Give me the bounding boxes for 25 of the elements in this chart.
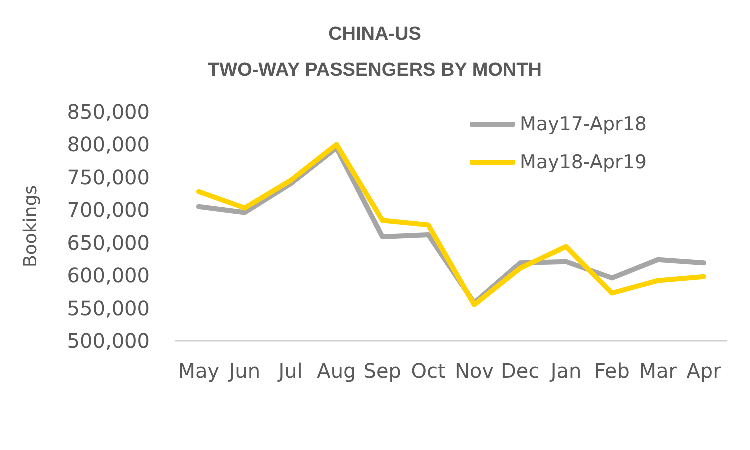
x-tick-label: Aug	[317, 359, 356, 383]
x-tick-label: May	[178, 359, 220, 383]
x-tick-label: Feb	[594, 359, 630, 383]
y-axis-title: Bookings	[20, 185, 42, 268]
y-tick-label: 600,000	[67, 264, 150, 288]
y-tick-label: 750,000	[67, 165, 150, 190]
x-tick-label: Dec	[501, 359, 540, 383]
x-tick-label: Apr	[686, 359, 722, 383]
x-tick-label: Nov	[454, 359, 494, 383]
x-tick-label: Jul	[276, 359, 303, 383]
x-tick-label: Jun	[227, 359, 260, 383]
x-tick-label: Sep	[364, 359, 402, 383]
y-tick-label: 850,000	[67, 100, 150, 124]
x-tick-label: Oct	[411, 359, 446, 383]
y-tick-label: 500,000	[67, 329, 150, 353]
y-tick-label: 550,000	[67, 296, 150, 320]
y-tick-label: 800,000	[67, 132, 150, 157]
x-tick-label: Mar	[639, 359, 678, 383]
y-tick-label: 650,000	[67, 230, 150, 255]
x-tick-label: Jan	[548, 359, 582, 383]
legend-label: May17-Apr18	[520, 114, 648, 136]
chart-subtitle: TWO-WAY PASSENGERS BY MONTH	[208, 60, 542, 81]
chart-title: CHINA-US	[328, 24, 422, 45]
legend-label: May18-Apr19	[520, 152, 648, 174]
y-tick-label: 700,000	[67, 198, 150, 222]
